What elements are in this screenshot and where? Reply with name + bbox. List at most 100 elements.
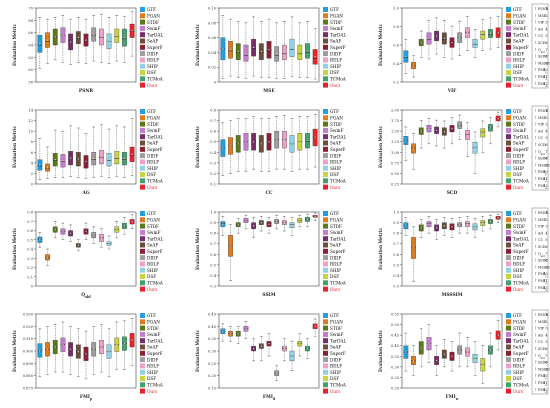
legend-label-stdf: STDF [147, 224, 159, 229]
box-mean [252, 140, 255, 143]
legend-label-dsf: DSF [513, 376, 522, 381]
box-mean [291, 224, 293, 227]
plot-area [218, 211, 320, 287]
box-ship [472, 131, 478, 174]
legend-label-superf: SuperF [330, 249, 346, 254]
metric-legend-arrow: ↑ [534, 162, 538, 167]
legend-label-didf: DIDF [147, 51, 158, 56]
box-mean [229, 49, 232, 51]
plot-area [218, 109, 320, 185]
legend-swatch-ours [506, 388, 511, 394]
legend-label-superf: SuperF [147, 45, 163, 50]
box-gtf [220, 15, 226, 79]
box-mean [405, 139, 407, 142]
legend-swatch-fgan [506, 319, 511, 325]
legend-label-gtf: GTF [330, 211, 339, 216]
legend-swatch-superf [506, 44, 511, 50]
metric-legend-value: 3 [545, 327, 547, 331]
metric-legend-box [531, 207, 549, 293]
legend-label-bdlf: BDLF [513, 160, 525, 165]
x-axis-label: FMId [263, 395, 276, 401]
y-tick-label: 0.4 [393, 62, 399, 66]
metric-legend-arrow: ↑ [534, 54, 538, 59]
box-mean [298, 51, 301, 54]
legend-label-seaf: SeAF [513, 345, 524, 350]
box-mean [131, 153, 133, 156]
box-seaf [441, 339, 447, 368]
box-mean [229, 145, 232, 147]
plot-area [218, 313, 320, 389]
box-mean [314, 136, 316, 139]
box-mean [77, 158, 80, 160]
metric-legend-value: 7 [545, 252, 547, 256]
box-superf [266, 333, 272, 357]
legend-label-fgan: FGAN [147, 116, 160, 121]
box-ship [106, 17, 112, 64]
box-mean [115, 228, 118, 231]
legend-swatch-fgan [140, 13, 145, 19]
y-tick-label: 0.9 [393, 221, 399, 225]
metric-legend-arrow: ↑ [534, 326, 538, 331]
metric-legend-arrow: ↑ [534, 81, 538, 86]
box-didf [91, 126, 97, 178]
box-mean [481, 132, 484, 134]
box-tcmoa [122, 126, 127, 178]
box-tcmoa [488, 17, 493, 50]
box-mean [69, 157, 72, 159]
legend-swatch-gtf [323, 211, 328, 216]
legend-label-tcmoa: TCMoA [513, 179, 530, 184]
legend-swatch-dsf [323, 274, 328, 279]
metric-legend-value: 1 [545, 211, 547, 215]
legend-swatch-ours [506, 82, 511, 88]
legend-swatch-superf [140, 248, 145, 254]
legend-label-tardal: TarDAL [330, 338, 346, 343]
box-ship [106, 235, 112, 250]
box-ship [289, 217, 295, 236]
legend-swatch-fgan [506, 217, 511, 223]
legend-label-gtf: GTF [330, 109, 339, 114]
legend-swatch-tcmoa [323, 280, 328, 286]
legend-label-seaf: SeAF [330, 141, 341, 146]
y-tick-label: 0.04 [208, 51, 217, 55]
legend-swatch-bdlf [140, 159, 145, 165]
metric-legend-label: SCD [538, 143, 546, 147]
legend-label-ours: Ours [330, 389, 340, 394]
legend-label-dsf: DSF [147, 70, 156, 75]
box-mean [123, 225, 126, 227]
metric-legend-label: PSNR [538, 7, 549, 11]
legend-swatch-superf [506, 146, 511, 152]
box-gtf [37, 138, 43, 180]
box-mean [260, 50, 263, 53]
box-mean [92, 157, 95, 160]
metric-legend-label: PSNR [538, 313, 549, 317]
y-tick-label: 0.5 [210, 140, 216, 144]
y-tick-label: 0.6 [27, 229, 33, 233]
legend-label-bdlf: BDLF [330, 262, 342, 267]
chart-panel-ssim: 0.3 0.4 0.5 0.6 0.7 0.8 0.9 1.0 Evaluation Metri… [195, 211, 347, 299]
legend-swatch-ours [506, 184, 511, 190]
y-tick-label: 0.8 [210, 232, 216, 236]
legend-swatch-didf [140, 357, 145, 363]
y-tick-label: 68 [28, 19, 33, 23]
box-tardal [434, 345, 439, 376]
box-stdf [418, 328, 424, 368]
box-mean [283, 347, 286, 350]
box-didf [274, 116, 280, 170]
box-stdf [235, 218, 241, 234]
box-bdlf [282, 115, 287, 170]
legend-label-swinf: SwinF [513, 332, 526, 337]
legend-label-tardal: TarDAL [513, 32, 529, 37]
legend-swatch-fgan [323, 217, 328, 223]
y-tick-label: 2.00 [391, 109, 400, 113]
metric-legend-value: 11 [543, 381, 547, 385]
legend-swatch-ship [140, 267, 145, 273]
legend-label-didf: DIDF [513, 153, 524, 158]
legend-swatch-dsf [506, 376, 511, 381]
y-tick-label: 0.75 [391, 161, 400, 165]
legend-swatch-didf [140, 51, 145, 57]
legend-swatch-bdlf [506, 363, 511, 369]
box-ship [472, 341, 478, 376]
box-mean [451, 41, 453, 44]
legend-swatch-stdf [506, 325, 511, 331]
metric-legend-arrow: ↑ [534, 176, 538, 181]
